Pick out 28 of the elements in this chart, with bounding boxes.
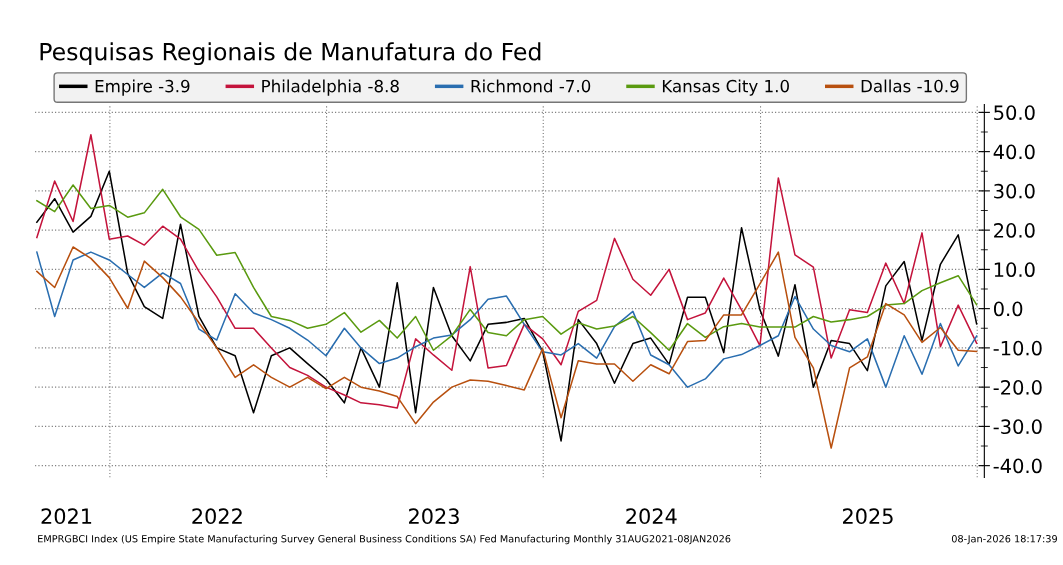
legend-label: Richmond -7.0 xyxy=(471,79,591,93)
chart-title: Pesquisas Regionais de Manufatura do Fed xyxy=(40,42,541,66)
text: 08-Jan-2026 18:17:39 xyxy=(951,535,1057,545)
text: EMPRGBCI Index (US Empire State Manufacturing Survey General Business Conditions SA) Fed Manufacturing Monthly 31AUG2021-08JAN2026 xyxy=(38,534,731,545)
y-tick-label: 0.0 xyxy=(993,301,1023,317)
y-tick-label: -20.0 xyxy=(993,380,1042,395)
y-tick-label: -40.0 xyxy=(993,458,1042,474)
legend-label: Empire -3.9 xyxy=(95,79,190,96)
legend-label: Kansas City 1.0 xyxy=(662,79,789,96)
legend-label: Philadelphia -8.8 xyxy=(262,79,399,96)
y-tick-label: 50.0 xyxy=(994,105,1035,121)
x-tick-label: 2023 xyxy=(409,508,459,525)
legend-label: Dallas -10.9 xyxy=(861,79,959,93)
x-tick-label: 2022 xyxy=(192,508,242,525)
x-tick-label: 2024 xyxy=(626,508,677,525)
y-tick-label: 30.0 xyxy=(994,183,1035,199)
y-tick-label: 10.0 xyxy=(994,262,1035,278)
line-series xyxy=(36,133,978,409)
line-series xyxy=(36,246,978,449)
line-series xyxy=(36,251,978,388)
y-tick-label: 40.0 xyxy=(993,144,1035,160)
y-tick-label: -30.0 xyxy=(993,419,1042,435)
line-series xyxy=(36,170,978,442)
line-series xyxy=(36,184,978,352)
x-tick-label: 2025 xyxy=(843,508,893,525)
x-tick-label: 2021 xyxy=(41,508,92,525)
y-tick-label: 20.0 xyxy=(994,223,1035,238)
y-tick-label: -10.0 xyxy=(993,340,1042,356)
